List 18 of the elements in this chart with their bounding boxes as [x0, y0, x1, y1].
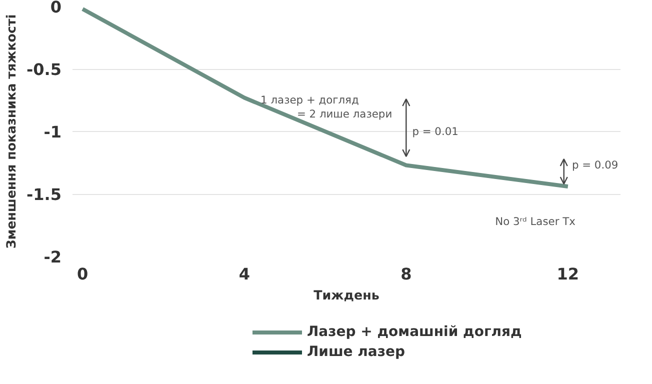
legend-label: Лише лазер [307, 343, 406, 361]
y-tick-label: -1 [44, 122, 62, 142]
annotation: p = 0.09 [572, 158, 618, 172]
y-axis-title: Зменшення показника тяжкості [4, 14, 19, 249]
annotation: p = 0.01 [412, 124, 458, 138]
y-tick-label: -2 [44, 248, 62, 266]
x-tick-label: 4 [238, 264, 250, 284]
line-series [80, 7, 570, 188]
y-tick-label: -1.5 [26, 185, 62, 204]
legend-label: Лазер + домашній догляд [307, 323, 522, 341]
x-tick-label: 8 [400, 264, 412, 284]
y-tick-label: -0.5 [26, 60, 62, 79]
y-tick-label: 0 [50, 0, 62, 16]
annotation: No 3ʳᵈ Laser Tx [495, 214, 576, 228]
x-tick-label: 12 [556, 264, 580, 284]
annotation: 1 лазер + догляд = 2 лише лазери [260, 94, 392, 120]
x-tick-label: 0 [77, 264, 88, 284]
x-axis-title: Тиждень [314, 288, 380, 302]
